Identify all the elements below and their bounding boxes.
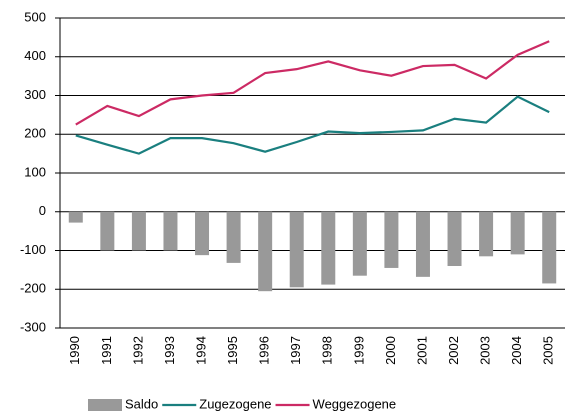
x-tick-label: 2005 [541,336,556,365]
legend-label: Zugezogene [199,396,271,411]
bar [352,211,367,276]
y-tick-label: 300 [24,87,46,102]
x-tick-label: 2003 [478,336,493,365]
x-tick-label: 1990 [67,336,82,365]
x-tick-label: 1994 [193,336,208,365]
y-tick-label: 0 [39,203,46,218]
y-tick-label: 200 [24,126,46,141]
x-tick-label: 1992 [130,336,145,365]
y-tick-label: 400 [24,48,46,63]
bar [415,211,430,277]
x-tick-label: 2004 [509,336,524,365]
x-tick-label: 2002 [446,336,461,365]
bar [163,211,178,251]
y-tick-label: -300 [20,319,46,334]
line [75,95,550,155]
bar [100,211,115,251]
bar [258,211,273,292]
x-tick-label: 1996 [257,336,272,365]
x-tick-label: 2001 [414,336,429,365]
bar [447,211,462,266]
bar [510,211,525,255]
y-tick-label: 500 [24,9,46,24]
x-tick-label: 1991 [99,336,114,365]
x-tick-label: 1998 [320,336,335,365]
x-tick-label: 1995 [225,336,240,365]
x-tick-label: 1999 [351,336,366,365]
bar [68,211,83,223]
bar [321,211,336,285]
x-tick-label: 1993 [162,336,177,365]
line [75,40,550,126]
bar [542,211,557,284]
y-tick-label: 100 [24,164,46,179]
bar [479,211,494,257]
y-tick-label: -200 [20,281,46,296]
legend-label: Weggezogene [313,396,397,411]
legend-swatch [88,399,122,411]
bar [195,211,210,256]
x-tick-label: 1997 [288,336,303,365]
bar [226,211,241,263]
bar [131,211,146,251]
bar [384,211,399,268]
y-tick-label: -100 [20,242,46,257]
x-tick-label: 2000 [383,336,398,365]
bar [289,211,304,288]
legend-label: Saldo [125,396,158,411]
